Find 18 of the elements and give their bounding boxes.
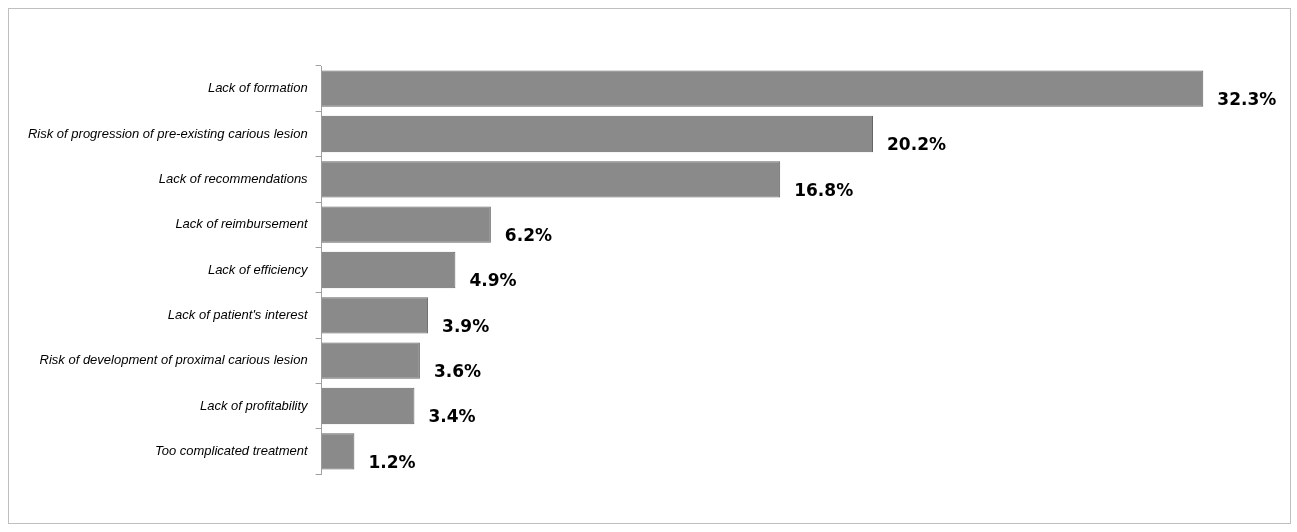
data-label: 6.2% <box>504 225 553 246</box>
y-tick-label: Too complicated treatment <box>154 442 310 458</box>
y-tick-label: Risk of development of proximal carious lesion <box>39 352 308 368</box>
y-tick-label: Risk of progression of pre-existing carious lesion <box>27 125 308 141</box>
data-label: 4.9% <box>469 270 517 291</box>
data-label: 3.9% <box>442 315 490 336</box>
data-label: 32.3% <box>1217 89 1277 110</box>
data-label: 3.6% <box>433 361 482 382</box>
y-tick-label: Lack of recommendations <box>158 170 309 186</box>
data-label: 20.2% <box>887 134 946 155</box>
y-tick-label: Lack of profitability <box>199 397 310 413</box>
data-label: 3.4% <box>428 406 476 427</box>
y-tick-label: Lack of formation <box>207 80 308 96</box>
data-label: 1.2% <box>368 451 416 472</box>
data-label: 16.8% <box>794 179 854 200</box>
y-tick-label: Lack of reimbursement <box>175 216 309 232</box>
y-tick-label: Lack of efficiency <box>207 261 310 277</box>
y-tick-label: Lack of patient's interest <box>167 306 309 322</box>
